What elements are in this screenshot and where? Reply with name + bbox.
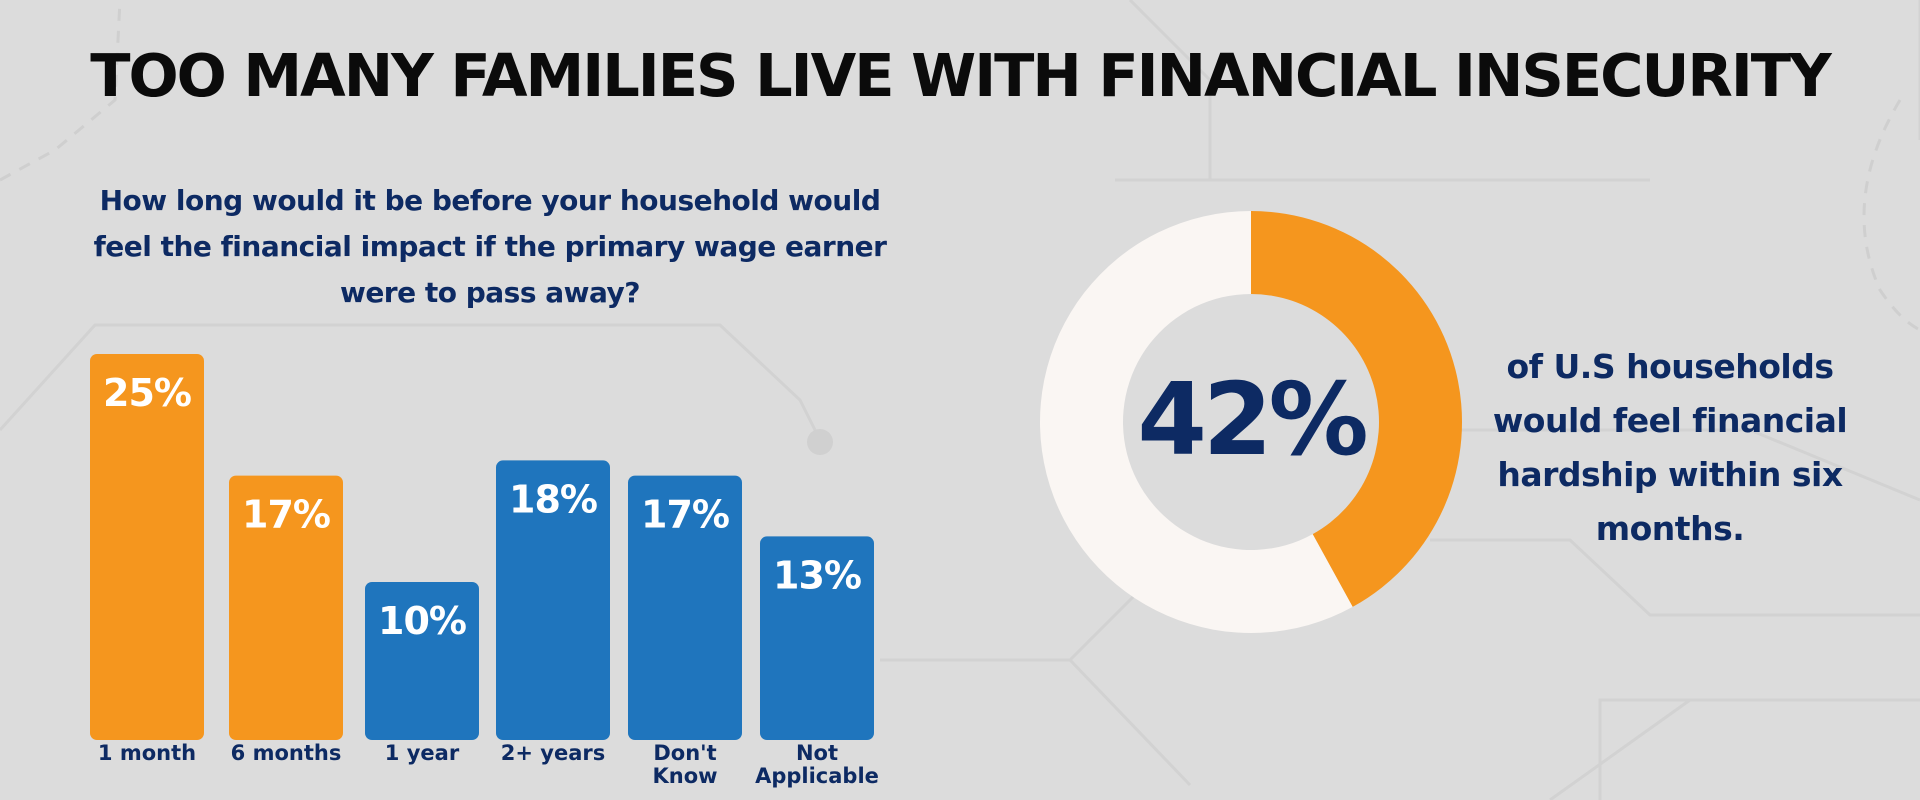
page-title: TOO MANY FAMILIES LIVE WITH FINANCIAL IN… bbox=[90, 41, 1832, 110]
bar-0 bbox=[90, 354, 204, 740]
bar-value-label-3: 18% bbox=[509, 477, 597, 521]
bar-value-label-2: 10% bbox=[378, 599, 466, 643]
bar-1 bbox=[229, 475, 343, 740]
bar-value-label-1: 17% bbox=[242, 493, 330, 537]
bar-value-label-4: 17% bbox=[641, 493, 729, 537]
bar-category-label-0: 1 month bbox=[98, 741, 196, 765]
bar-category-label-1: 6 months bbox=[231, 741, 342, 765]
donut-caption: of U.S households would feel financial h… bbox=[1492, 347, 1848, 548]
bar-category-label-4: Don't Know bbox=[652, 741, 717, 788]
bar-category-label-2: 1 year bbox=[385, 741, 460, 765]
donut-center-label: 42% bbox=[1137, 361, 1368, 478]
bar-value-label-5: 13% bbox=[773, 553, 861, 597]
bar-2 bbox=[365, 582, 479, 740]
bar-3 bbox=[496, 460, 610, 740]
donut-slice-1 bbox=[1040, 211, 1353, 633]
bar-chart-question: How long would it be before your househo… bbox=[93, 184, 887, 309]
donut-slice-0 bbox=[1251, 211, 1463, 607]
bar-category-label-3: 2+ years bbox=[501, 741, 605, 765]
bar-4 bbox=[628, 475, 742, 740]
bar-value-label-0: 25% bbox=[103, 371, 191, 415]
bar-5 bbox=[760, 536, 874, 740]
bar-category-label-5: Not Applicable bbox=[755, 741, 879, 788]
